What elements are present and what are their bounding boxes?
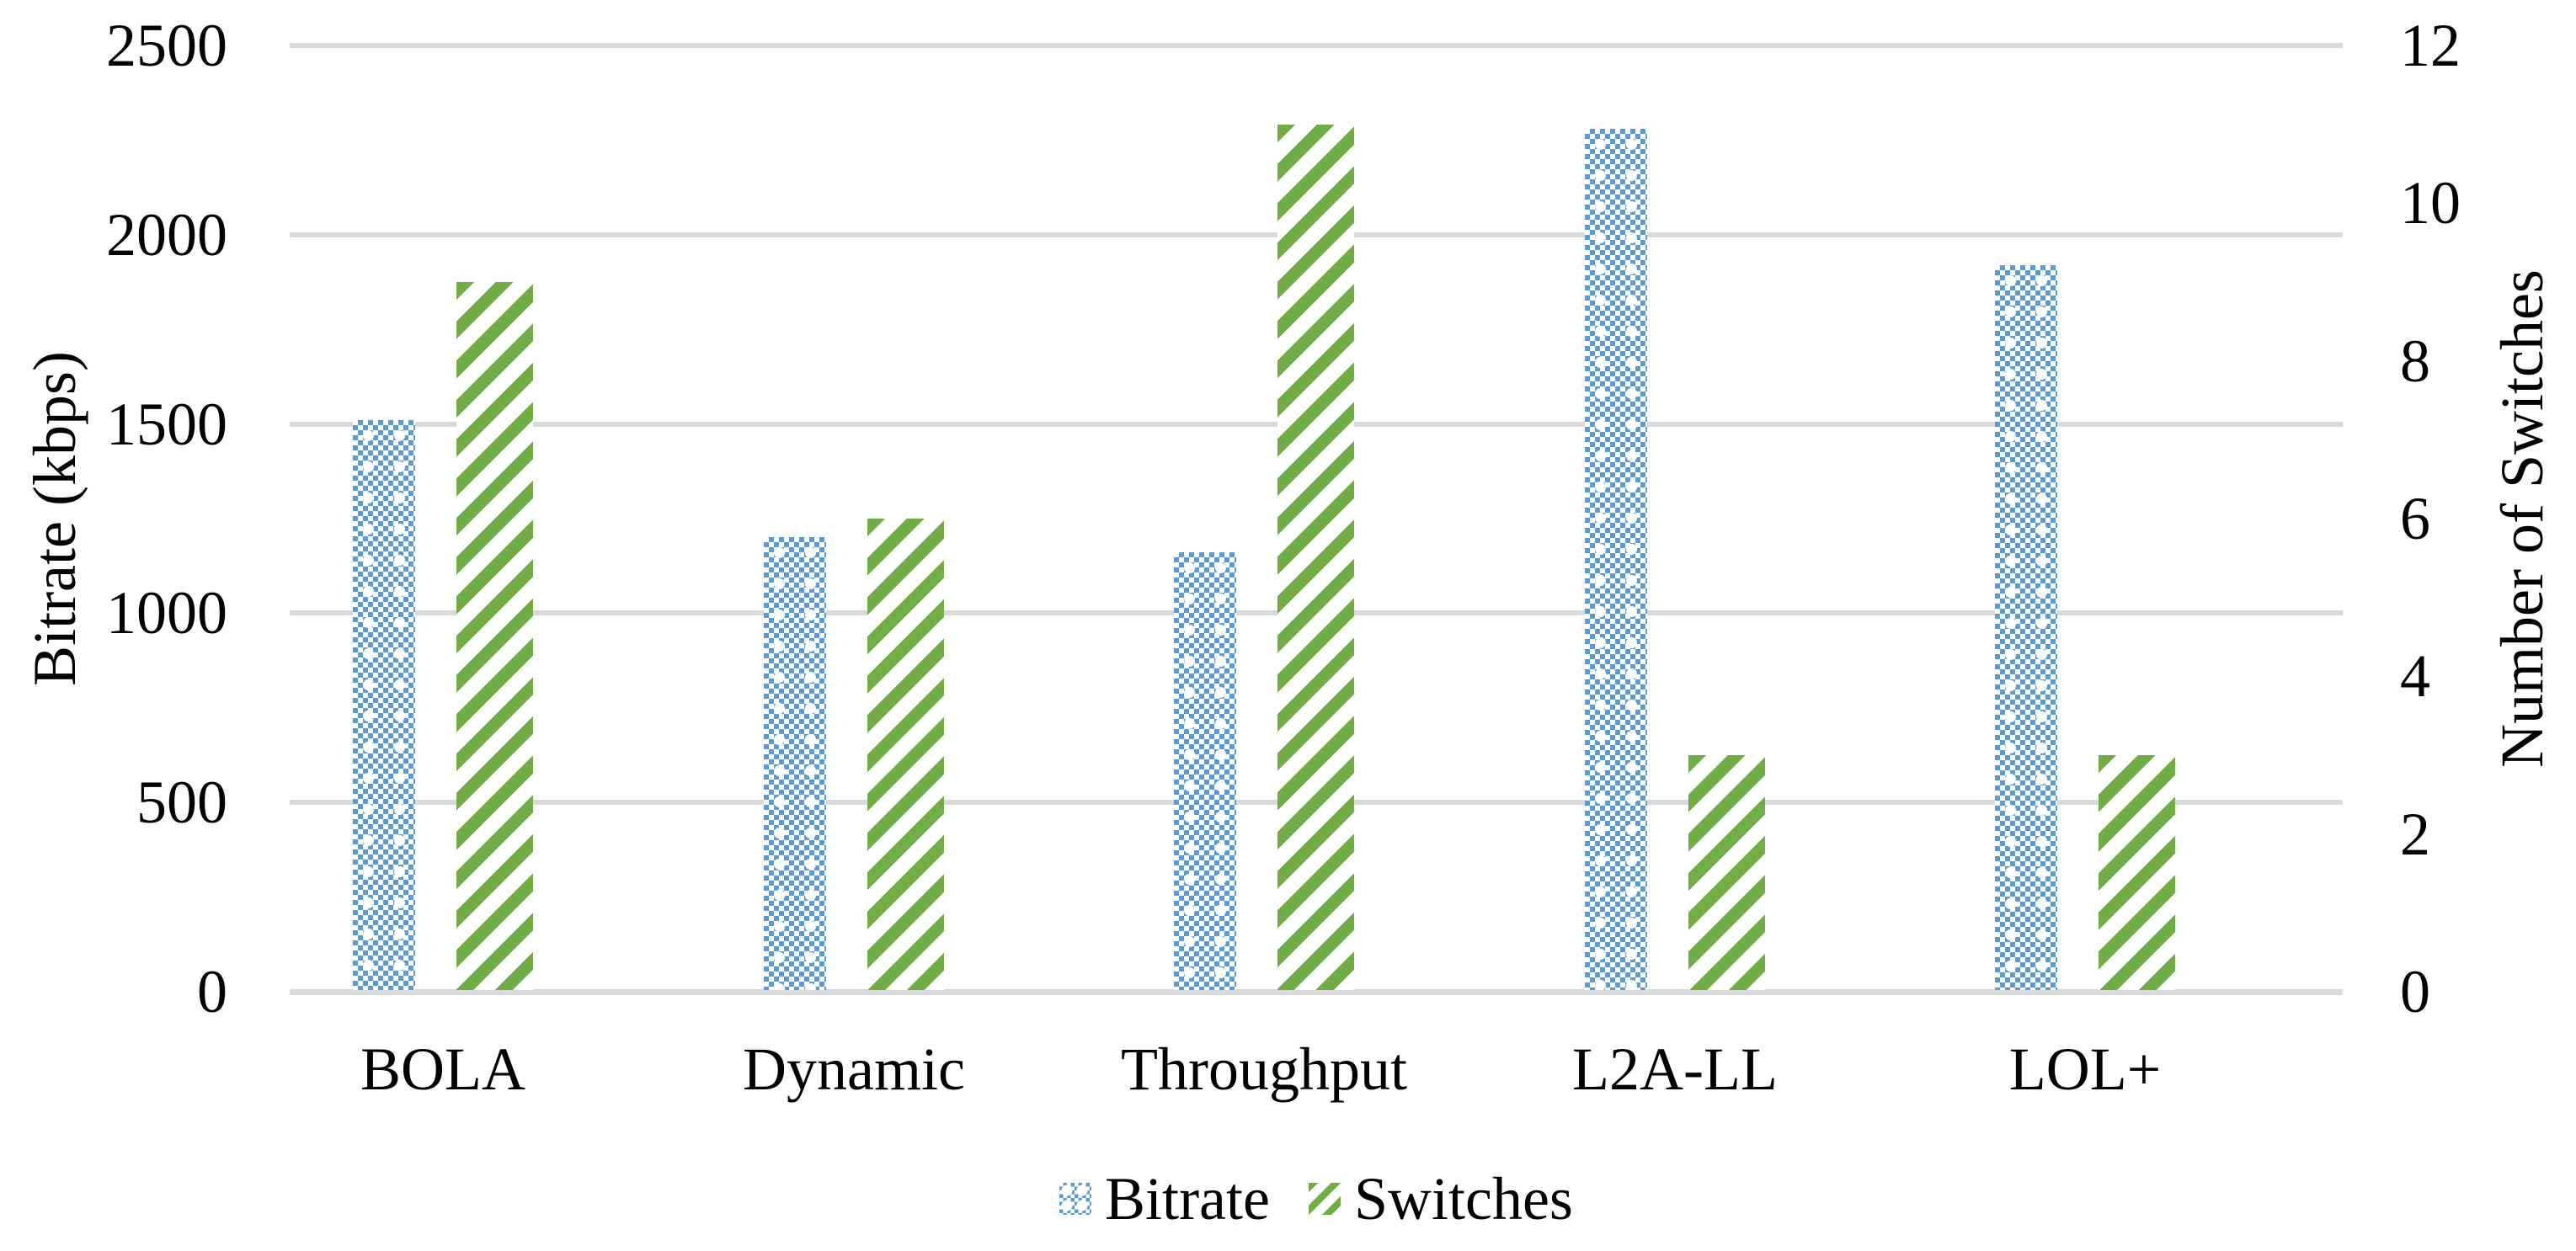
bar-bitrate-bola [353,420,415,990]
x-axis-baseline [290,989,2343,995]
bar-switches-bola [456,282,533,990]
left-axis-tick-1000: 1000 [106,579,227,647]
left-axis-title: Bitrate (kbps) [21,351,88,686]
right-axis-title: Number of Switches [2488,269,2556,768]
category-label-bola: BOLA [360,1035,525,1103]
bar-switches-l2a-ll [1688,755,1765,990]
bar-bitrate-l2a-ll [1585,129,1647,990]
legend-swatch-bitrate [1059,1183,1092,1215]
left-axis-tick-2000: 2000 [106,201,227,269]
right-axis-tick-0: 0 [2400,958,2430,1025]
legend-item-bitrate: Bitrate [1059,1161,1270,1237]
right-axis-tick-4: 4 [2400,642,2430,710]
legend-label-switches: Switches [1353,1165,1573,1232]
legend-label-bitrate: Bitrate [1105,1165,1270,1232]
right-axis-tick-10: 10 [2400,169,2461,237]
bar-switches-dynamic [867,519,944,990]
bar-switches-throughput [1277,125,1354,990]
bar-bitrate-dynamic [764,537,826,990]
legend: Bitrate Switches [290,1158,2343,1239]
legend-swatch-switches [1308,1183,1341,1215]
right-axis-tick-6: 6 [2400,485,2430,552]
category-label-lol: LOL+ [2008,1035,2162,1103]
left-axis-tick-2500: 2500 [106,12,227,79]
gridline-2500 [290,43,2343,48]
bar-bitrate-lol [1995,265,2057,990]
category-label-l2a-ll: L2A-LL [1572,1035,1778,1103]
left-axis-tick-1500: 1500 [106,391,227,458]
bar-switches-lol [2099,755,2175,990]
left-axis-tick-0: 0 [197,958,227,1025]
right-axis-tick-12: 12 [2400,12,2461,79]
legend-item-switches: Switches [1308,1161,1573,1237]
left-axis-tick-500: 500 [136,769,227,836]
bar-bitrate-throughput [1174,552,1236,990]
category-label-throughput: Throughput [1121,1035,1407,1103]
right-axis-tick-8: 8 [2400,327,2430,395]
right-axis-tick-2: 2 [2400,801,2430,868]
category-label-dynamic: Dynamic [743,1035,965,1103]
